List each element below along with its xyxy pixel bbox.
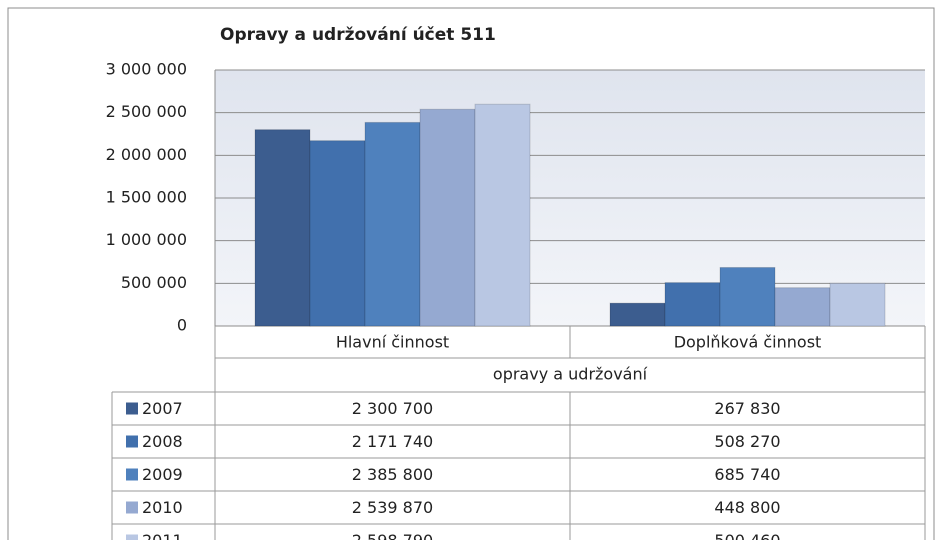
legend-label: 2011 (142, 531, 183, 540)
data-table-value: 685 740 (714, 465, 780, 484)
data-table-value: 2 171 740 (352, 432, 433, 451)
y-tick-label: 3 000 000 (106, 60, 187, 79)
legend-swatch (126, 501, 138, 514)
data-table-value: 2 385 800 (352, 465, 433, 484)
category-group-label: opravy a udržování (493, 365, 648, 384)
bar (419, 108, 476, 327)
bar (719, 266, 776, 327)
legend-swatch (126, 534, 138, 540)
data-table-value: 267 830 (714, 399, 780, 418)
bar (829, 282, 886, 327)
bar (364, 121, 421, 327)
legend-label: 2010 (142, 498, 183, 517)
legend-label: 2008 (142, 432, 183, 451)
y-tick-label: 2 500 000 (106, 102, 187, 121)
bar (774, 287, 831, 327)
bar (254, 129, 311, 327)
y-tick-label: 2 000 000 (106, 145, 187, 164)
data-table-value: 508 270 (714, 432, 780, 451)
data-table-value: 2 300 700 (352, 399, 433, 418)
legend-label: 2007 (142, 399, 183, 418)
y-tick-label: 1 000 000 (106, 230, 187, 249)
y-tick-label: 1 500 000 (106, 188, 187, 207)
bar (609, 302, 666, 327)
legend-label: 2009 (142, 465, 183, 484)
x-tick-label: Doplňková činnost (674, 333, 822, 352)
bar (474, 103, 531, 327)
data-table-value: 448 800 (714, 498, 780, 517)
bar (309, 140, 366, 327)
legend-swatch (126, 402, 138, 415)
y-tick-label: 0 (177, 316, 187, 335)
legend-swatch (126, 468, 138, 481)
y-tick-label: 500 000 (121, 273, 187, 292)
data-table-value: 2 539 870 (352, 498, 433, 517)
bar (664, 282, 721, 327)
x-tick-label: Hlavní činnost (336, 333, 449, 352)
chart-title: Opravy a udržování účet 511 (220, 25, 496, 45)
data-table-value: 2 598 790 (352, 531, 433, 540)
legend-swatch (126, 435, 138, 448)
data-table-value: 500 460 (714, 531, 780, 540)
